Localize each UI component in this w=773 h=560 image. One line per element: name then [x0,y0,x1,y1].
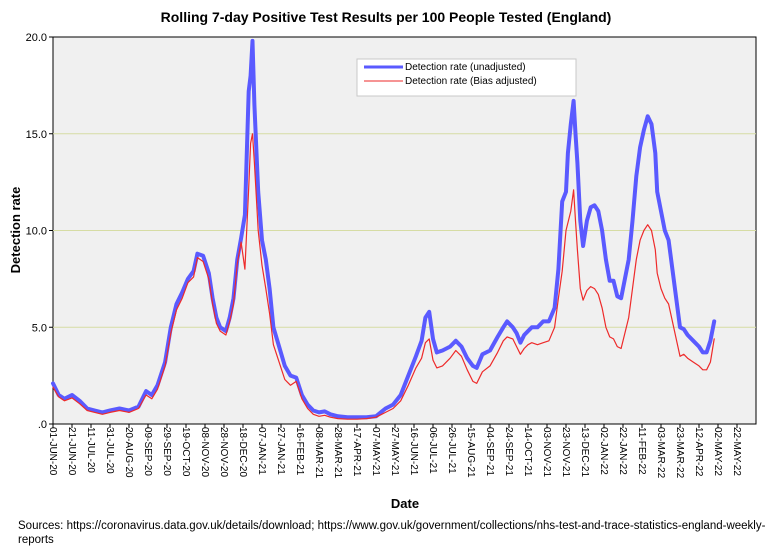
x-tick-label: 17-APR-21 [351,427,362,477]
x-tick-label: 22-JAN-22 [617,427,628,475]
x-tick-label: 28-NOV-20 [218,427,229,477]
y-tick-label: .0 [38,419,47,431]
x-tick-label: 31-JUL-20 [104,427,115,474]
x-tick-label: 03-NOV-21 [541,427,552,477]
series-line-adjusted [52,133,715,420]
x-tick-label: 04-SEP-21 [484,427,495,476]
x-tick-label: 26-JUL-21 [446,427,457,474]
x-tick-label: 09-SEP-20 [142,427,153,476]
x-tick-label: 23-NOV-21 [560,427,571,477]
x-tick-label: 27-MAY-21 [389,427,400,476]
series-line-unadjusted [51,38,717,420]
y-axis-label: Detection rate [8,187,23,274]
x-tick-label: 11-JUL-20 [85,427,96,473]
y-tick-label: 5.0 [32,322,47,334]
x-tick-label: 11-FEB-22 [636,427,647,475]
x-tick-label: 29-SEP-20 [161,427,172,476]
x-tick-label: 12-APR-22 [693,427,704,477]
x-tick-label: 07-MAY-21 [370,427,381,476]
x-tick-label: 21-JUN-20 [66,427,77,476]
x-axis-label: Date [391,496,419,511]
source-note: Sources: https://coronavirus.data.gov.uk… [18,520,766,546]
x-tick-label: 08-MAR-21 [313,427,324,479]
x-tick-label: 03-MAR-22 [655,427,666,479]
legend-box [356,58,577,97]
legend: Detection rate (unadjusted) Detection ra… [356,58,577,97]
x-tick-label: 19-OCT-20 [180,427,191,477]
x-tick-label: 13-DEC-21 [579,427,590,477]
legend-label-adjusted: Detection rate (Bias adjusted) [405,76,537,87]
x-tick-label: 28-MAR-21 [332,427,343,479]
x-tick-label: 23-MAR-22 [674,427,685,479]
x-tick-label: 16-FEB-21 [294,427,305,476]
y-tick-label: 20.0 [26,32,47,44]
x-tick-label: 18-DEC-20 [237,427,248,477]
x-tick-label: 22-MAY-22 [731,427,742,476]
x-tick-label: 01-JUN-20 [47,427,58,476]
x-tick-label: 02-MAY-22 [712,427,723,476]
x-tick-label: 15-AUG-21 [465,427,476,478]
legend-label-unadjusted: Detection rate (unadjusted) [405,62,526,73]
x-tick-label: 20-AUG-20 [123,427,134,478]
x-tick-label: 27-JAN-21 [275,427,286,475]
x-tick-label: 07-JAN-21 [256,427,267,475]
x-tick-label: 02-JAN-22 [598,427,609,475]
y-tick-label: 10.0 [26,226,47,238]
x-tick-label: 06-JUL-21 [427,427,438,474]
x-tick-label: 24-SEP-21 [503,427,514,476]
chart-title: Rolling 7-day Positive Test Results per … [161,9,612,25]
x-tick-label: 14-OCT-21 [522,427,533,477]
x-tick-label: 08-NOV-20 [199,427,210,477]
x-tick-label: 16-JUN-21 [408,427,419,476]
y-tick-label: 15.0 [26,129,47,141]
